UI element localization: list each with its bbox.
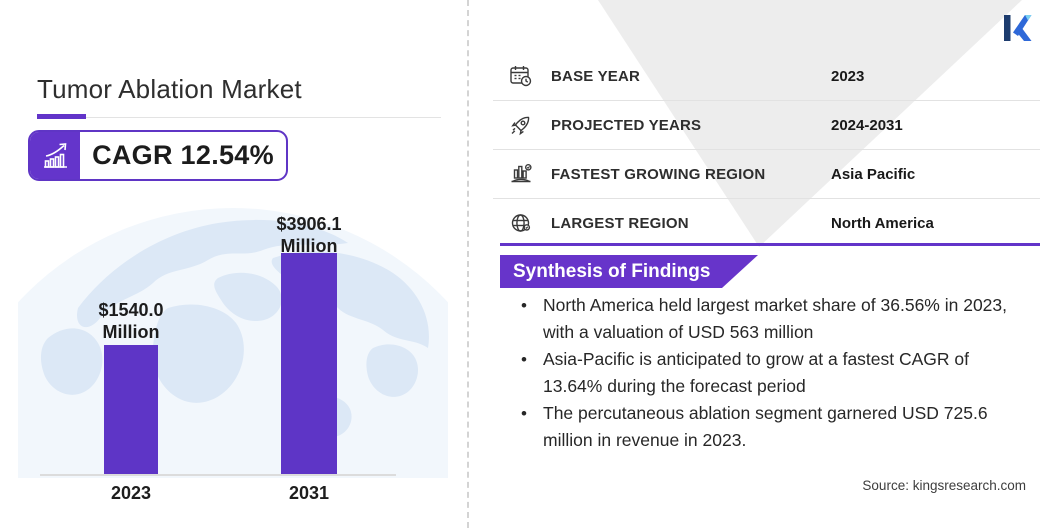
fact-label: LARGEST REGION xyxy=(551,214,689,232)
panel-divider xyxy=(467,0,469,528)
synthesis-top-rule xyxy=(500,243,1040,246)
fact-value: 2023 xyxy=(831,67,865,85)
list-item: • Asia-Pacific is anticipated to grow at … xyxy=(516,346,1010,400)
globe-icon xyxy=(506,210,536,236)
growth-chart-icon xyxy=(30,132,80,179)
bullet-dot: • xyxy=(521,350,527,369)
fact-label: PROJECTED YEARS xyxy=(551,116,702,134)
findings-list: • North America held largest market share… xyxy=(516,292,1010,454)
cagr-value: CAGR 12.54% xyxy=(92,140,274,170)
title-underline xyxy=(37,117,441,118)
calendar-icon xyxy=(506,63,536,89)
source-note: Source: kingsresearch.com xyxy=(862,478,1026,493)
bullet-dot: • xyxy=(521,296,527,315)
fact-value: Asia Pacific xyxy=(831,165,916,183)
synthesis-heading: Synthesis of Findings xyxy=(513,261,711,282)
table-row: PROJECTED YEARS 2024-2031 xyxy=(493,101,1040,150)
x-tick-2031: 2031 xyxy=(288,483,330,503)
x-tick-2023: 2023 xyxy=(110,483,152,503)
rocket-icon xyxy=(506,112,536,138)
table-row: FASTEST GROWING REGION Asia Pacific xyxy=(493,150,1040,199)
list-item: • The percutaneous ablation segment garne… xyxy=(516,400,1010,454)
fact-value: 2024-2031 xyxy=(831,116,903,134)
bar-value-label-2023: $1540.0 Million xyxy=(98,300,164,342)
page-title: Tumor Ablation Market xyxy=(37,74,302,104)
table-row: LARGEST REGION North America xyxy=(493,199,1040,247)
fact-label: BASE YEAR xyxy=(551,67,641,85)
synthesis-heading-banner: Synthesis of Findings xyxy=(500,255,758,288)
kings-research-logo xyxy=(1004,14,1032,42)
growth-region-icon xyxy=(506,161,536,187)
fact-label: FASTEST GROWING REGION xyxy=(551,165,766,183)
table-row: BASE YEAR 2023 xyxy=(493,52,1040,101)
bullet-dot: • xyxy=(521,404,527,423)
list-item: • North America held largest market share… xyxy=(516,292,1010,346)
title-underline-accent xyxy=(37,114,86,119)
fact-value: North America xyxy=(831,214,934,232)
cagr-badge: CAGR 12.54% xyxy=(28,130,288,181)
bar-value-label-2031: $3906.1 Million xyxy=(276,214,342,256)
bar-2023 xyxy=(104,345,158,474)
chart-baseline xyxy=(40,474,396,476)
key-facts-table: BASE YEAR 2023 PROJECTED YEARS 2024-2031 xyxy=(493,52,1040,247)
bar-2031 xyxy=(281,253,337,474)
